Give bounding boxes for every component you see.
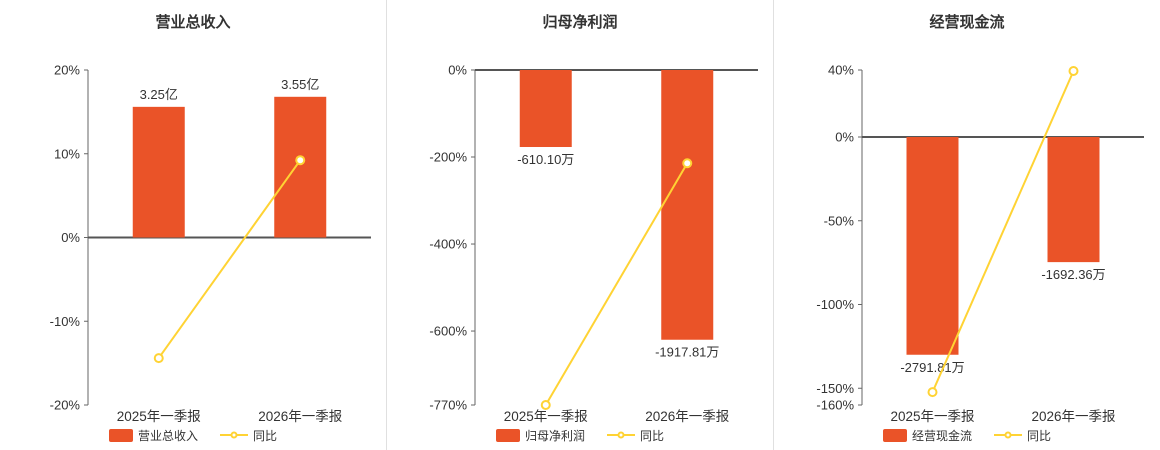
chart-canvas: 40% 0% -50% -100% -150% -160% -2791.81万 -1692.3… — [816, 63, 1144, 424]
yoy-line-marker — [1068, 66, 1079, 77]
bar-series-swatch-icon — [108, 428, 133, 442]
x-category-label: 2025年一季报 — [890, 409, 974, 424]
legend-bar-series-label: 经营现金流 — [911, 428, 972, 443]
chart-title: 营业总收入 — [155, 14, 231, 31]
y-tick-label: -150% — [816, 381, 854, 396]
y-tick-label: 40% — [828, 63, 854, 78]
yoy-line-marker — [682, 158, 693, 169]
line-series-symbol-icon — [607, 429, 635, 441]
y-tick-label: 0% — [448, 63, 467, 78]
legend: 归母净利润 同比 — [387, 427, 773, 443]
bar-value-label: -1692.36万 — [1041, 267, 1105, 282]
chart-canvas: 0% -200% -400% -600% -770% -610.10万 -1917.81万 2… — [429, 63, 758, 424]
legend-line-series-label: 同比 — [253, 428, 278, 443]
y-tick-label: -400% — [429, 237, 467, 252]
x-category-label: 2026年一季报 — [1031, 409, 1115, 424]
y-tick-label: -100% — [816, 297, 854, 312]
bar — [274, 96, 327, 238]
legend-line-series-label: 同比 — [640, 428, 665, 443]
yoy-line — [544, 162, 689, 406]
plot-area: 20% 10% 0% -10% -20% 3.25亿 3.55亿 2025年一季报 2026年一… — [0, 0, 386, 450]
legend-item-line-series[interactable]: 同比 — [220, 427, 277, 444]
y-tick-label: 0% — [61, 230, 80, 245]
bar-value-label: -2791.81万 — [900, 360, 964, 375]
bar-value-label: 3.25亿 — [140, 87, 178, 102]
y-tick-label: -10% — [50, 314, 81, 329]
x-category-label: 2025年一季报 — [504, 409, 588, 424]
legend: 经营现金流 同比 — [774, 427, 1160, 443]
net-profit-chart-panel: 归母净利润 0% -200% -400% -600% -770% -610.10万 -191… — [387, 0, 774, 450]
legend-line-series-label: 同比 — [1027, 428, 1052, 443]
yoy-line-marker — [295, 155, 306, 166]
bar-value-label: 3.55亿 — [281, 77, 319, 92]
y-tick-label: -200% — [429, 150, 467, 165]
yoy-line — [157, 159, 302, 359]
bar — [519, 70, 572, 148]
x-category-label: 2025年一季报 — [117, 409, 201, 424]
line-series-symbol-icon — [994, 429, 1022, 441]
y-tick-label: -770% — [429, 398, 467, 413]
line-series-symbol-icon — [220, 429, 248, 441]
y-tick-label: -160% — [816, 398, 854, 413]
legend-item-bar-series[interactable]: 归母净利润 — [495, 427, 585, 444]
chart-title: 归母净利润 — [542, 14, 618, 31]
legend: 营业总收入 同比 — [0, 427, 386, 443]
plot-area: 0% -200% -400% -600% -770% -610.10万 -1917.81万 2… — [387, 0, 773, 450]
y-tick-label: -600% — [429, 324, 467, 339]
bar — [661, 70, 714, 340]
revenue-chart-panel: 营业总收入 20% 10% 0% -10% -20% 3.25亿 3.55亿 2025年一季报… — [0, 0, 387, 450]
yoy-line — [931, 70, 1075, 393]
x-category-label: 2026年一季报 — [645, 409, 729, 424]
y-tick-label: 0% — [835, 130, 854, 145]
bar — [132, 106, 185, 238]
legend-bar-series-label: 营业总收入 — [137, 428, 198, 443]
bar-series-swatch-icon — [495, 428, 520, 442]
cash-flow-chart-panel: 经营现金流 40% 0% -50% -100% -150% -160% -2791.81万 -… — [774, 0, 1160, 450]
legend-bar-series-label: 归母净利润 — [524, 428, 585, 443]
legend-item-bar-series[interactable]: 经营现金流 — [882, 427, 972, 444]
bar-value-label: -1917.81万 — [655, 345, 719, 360]
yoy-line-marker — [927, 387, 938, 398]
y-tick-label: 20% — [54, 63, 80, 78]
x-category-label: 2026年一季报 — [258, 409, 342, 424]
legend-item-bar-series[interactable]: 营业总收入 — [108, 427, 198, 444]
bar — [906, 137, 959, 355]
bar — [1047, 137, 1100, 263]
y-tick-label: -20% — [50, 398, 81, 413]
legend-item-line-series[interactable]: 同比 — [994, 427, 1051, 444]
chart-canvas: 20% 10% 0% -10% -20% 3.25亿 3.55亿 2025年一季报 2026年一… — [50, 63, 371, 424]
plot-area: 40% 0% -50% -100% -150% -160% -2791.81万 -1692.3… — [774, 0, 1160, 450]
y-tick-label: 10% — [54, 146, 80, 161]
chart-title: 经营现金流 — [929, 14, 1005, 31]
bar-value-label: -610.10万 — [517, 152, 574, 167]
y-tick-label: -50% — [824, 213, 855, 228]
yoy-line-marker — [540, 400, 551, 410]
legend-item-line-series[interactable]: 同比 — [607, 427, 664, 444]
bar-series-swatch-icon — [882, 428, 907, 442]
yoy-line-marker — [153, 353, 164, 364]
